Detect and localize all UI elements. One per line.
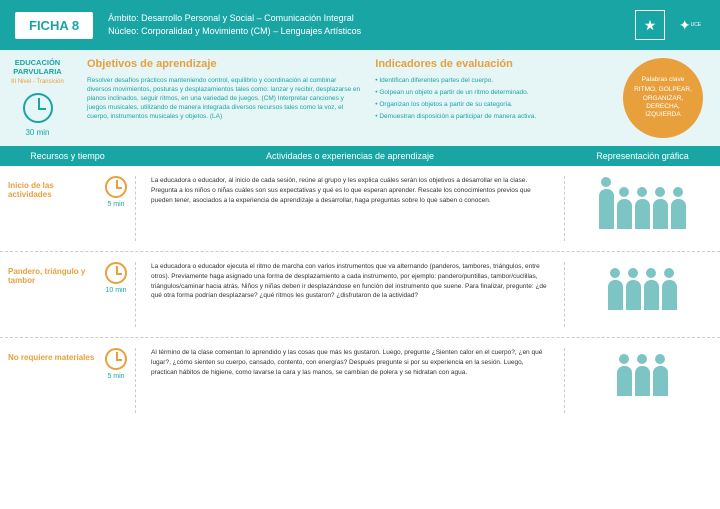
- ind-item: Demuestran disposición a participar de m…: [375, 112, 603, 121]
- nucleo: Núcleo: Corporalidad y Movimiento (CM) –…: [108, 25, 620, 39]
- row-title: Pandero, triángulo y tambor: [8, 262, 97, 285]
- duration: 30 min: [5, 128, 70, 137]
- row-time: 10 min: [105, 262, 127, 294]
- row-activity: La educadora o educador, al inicio de ca…: [135, 176, 565, 241]
- objetivos: Objetivos de aprendizaje Resolver desafí…: [87, 58, 360, 138]
- indicadores: Indicadores de evaluación Identifican di…: [375, 58, 603, 138]
- main-info: EDUCACIÓN PARVULARIA III Nivel - Transic…: [0, 50, 720, 146]
- kw-title: Palabras clave: [642, 76, 685, 83]
- row-title: Inicio de las actividades: [8, 176, 97, 199]
- row-resources: Pandero, triángulo y tambor 10 min: [0, 262, 135, 327]
- clock-icon: [23, 93, 53, 123]
- uce-logo-icon: ✦UCE: [675, 10, 705, 40]
- header: FICHA 8 Ámbito: Desarrollo Personal y So…: [0, 0, 720, 50]
- ind-item: Organizan los objetos a partir de su cat…: [375, 100, 603, 109]
- kw-list: RITMO, GOLPEAR, ORGANIZAR, DERECHA, IZQU…: [631, 86, 695, 120]
- clock-icon: [105, 348, 127, 370]
- content: Objetivos de aprendizaje Resolver desafí…: [75, 50, 720, 146]
- row-time: 5 min: [105, 348, 127, 380]
- row-graphic: [565, 176, 720, 241]
- clock-icon: [105, 176, 127, 198]
- row-resources: Inicio de las actividades 5 min: [0, 176, 135, 241]
- ind-title: Indicadores de evaluación: [375, 58, 603, 70]
- column-headers: Recursos y tiempo Actividades o experien…: [0, 146, 720, 166]
- ind-item: Golpean un objeto a partir de un ritmo d…: [375, 88, 603, 97]
- keywords: Palabras clave RITMO, GOLPEAR, ORGANIZAR…: [618, 58, 708, 138]
- sidebar: EDUCACIÓN PARVULARIA III Nivel - Transic…: [0, 50, 75, 146]
- row-activity: La educadora o educador ejecuta el ritmo…: [135, 262, 565, 327]
- ind-list: Identifican diferentes partes del cuerpo…: [375, 76, 603, 121]
- activity-row: No requiere materiales 5 min Al término …: [0, 338, 720, 423]
- row-graphic: [565, 348, 720, 413]
- row-title: No requiere materiales: [8, 348, 97, 362]
- row-graphic: [565, 262, 720, 327]
- instruments-children-icon: [578, 262, 708, 327]
- time-label: 5 min: [107, 201, 124, 208]
- row-activity: Al término de la clase comentan lo apren…: [135, 348, 565, 413]
- ficha-badge: FICHA 8: [15, 12, 93, 39]
- gov-logo-icon: ★: [635, 10, 665, 40]
- kw-circle: Palabras clave RITMO, GOLPEAR, ORGANIZAR…: [623, 58, 703, 138]
- ambito: Ámbito: Desarrollo Personal y Social – C…: [108, 12, 620, 26]
- activity-row: Pandero, triángulo y tambor 10 min La ed…: [0, 252, 720, 338]
- col-actividades: Actividades o experiencias de aprendizaj…: [135, 151, 565, 161]
- obj-title: Objetivos de aprendizaje: [87, 58, 360, 70]
- hygiene-children-icon: [578, 348, 708, 413]
- activity-rows: Inicio de las actividades 5 min La educa…: [0, 166, 720, 423]
- header-text: Ámbito: Desarrollo Personal y Social – C…: [108, 12, 620, 39]
- obj-text: Resolver desafíos prácticos manteniendo …: [87, 76, 360, 121]
- ind-item: Identifican diferentes partes del cuerpo…: [375, 76, 603, 85]
- teacher-children-icon: [578, 176, 708, 241]
- logos: ★ ✦UCE: [635, 10, 705, 40]
- nivel: III Nivel - Transición: [5, 79, 70, 85]
- row-resources: No requiere materiales 5 min: [0, 348, 135, 413]
- col-representacion: Representación gráfica: [565, 151, 720, 161]
- time-label: 10 min: [105, 287, 126, 294]
- col-recursos: Recursos y tiempo: [0, 151, 135, 161]
- time-label: 5 min: [107, 373, 124, 380]
- edu-label: EDUCACIÓN PARVULARIA: [5, 58, 70, 76]
- activity-row: Inicio de las actividades 5 min La educa…: [0, 166, 720, 252]
- clock-icon: [105, 262, 127, 284]
- row-time: 5 min: [105, 176, 127, 208]
